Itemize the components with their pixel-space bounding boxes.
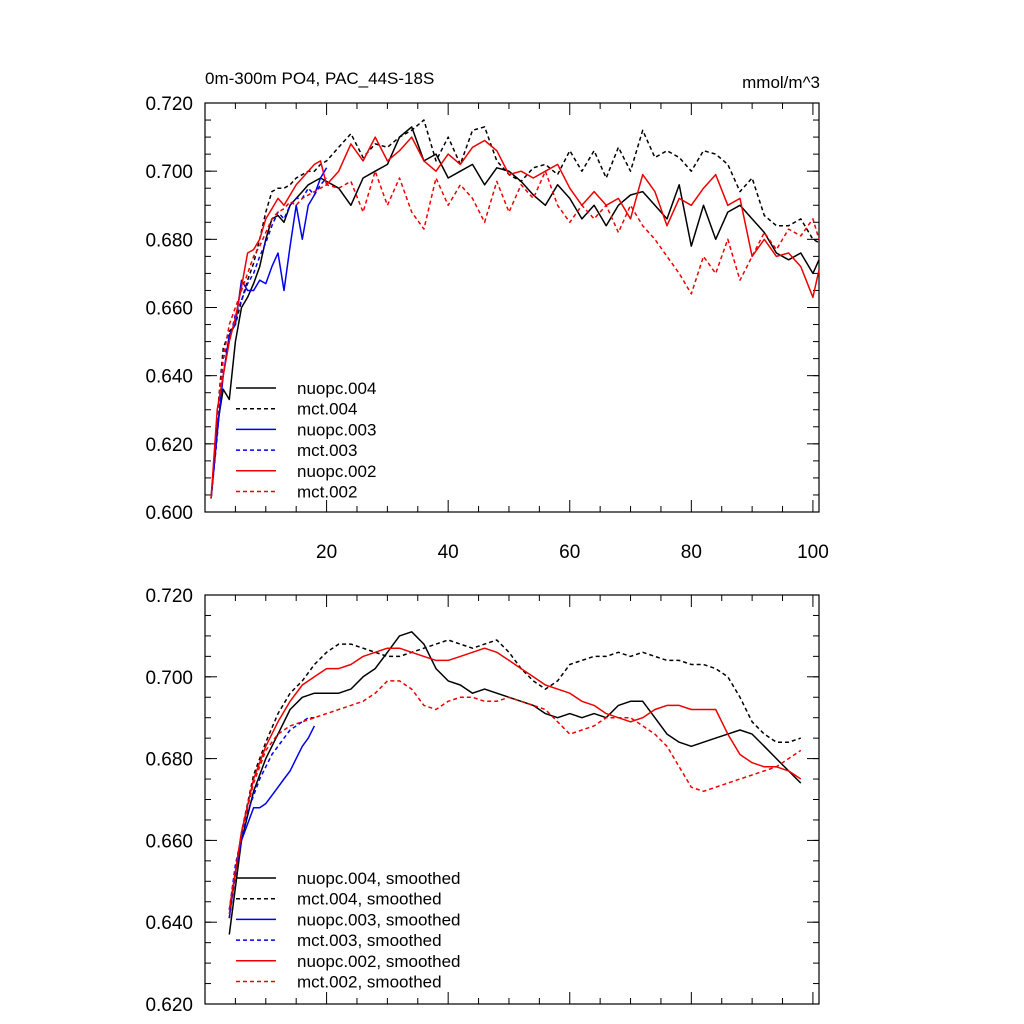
legend-label: nuopc.002 [297,462,376,481]
chart-title: 0m-300m PO4, PAC_44S-18S [205,69,434,88]
y-tick-label: 0.700 [145,668,193,689]
y-tick-label: 0.620 [145,995,193,1016]
legend-label: mct.002 [297,483,357,502]
x-tick-label: 80 [681,542,702,563]
x-tick-label: 20 [316,542,337,563]
x-tick-label: 40 [438,542,459,563]
x-tick-label: 100 [797,542,829,563]
y-tick-label: 0.700 [145,162,193,183]
y-tick-label: 0.620 [145,435,193,456]
legend-label: nuopc.004, smoothed [297,869,461,888]
series-line-nuopc-002-smoothed [228,647,802,911]
y-tick-label: 0.680 [145,750,193,771]
legend-label: nuopc.004 [297,379,376,398]
legend-label: nuopc.003, smoothed [297,910,461,929]
legend-label: mct.003 [297,441,357,460]
axis-ticks: 0.600 0.620 0.640 0.660 0.680 0.700 0.720 20 40 6… [145,94,828,563]
y-tick-label: 0.660 [145,831,193,852]
legend-label: mct.004 [297,400,357,419]
series-lines [210,119,820,499]
y-tick-label: 0.640 [145,367,193,388]
series-line-nuopc-003 [210,167,328,499]
top-panel: 0m-300m PO4, PAC_44S-18S mmol/m^3 0.6000… [145,69,828,563]
series-line-nuopc-002 [210,136,820,499]
bottom-panel: 0.620 0.640 0.660 0.680 0.700 0.720 nuopc.004… [145,586,820,1016]
series-line-mct-004-smoothed [228,639,802,919]
series-line-mct-002-smoothed [228,680,802,915]
series-line-mct-004 [210,119,820,499]
y-tick-label: 0.680 [145,230,193,251]
x-tick-label: 60 [559,542,580,563]
series-line-mct-002 [210,170,820,499]
units-label: mmol/m^3 [742,73,820,92]
legend-label: mct.002, smoothed [297,973,442,992]
legend-label: mct.003, smoothed [297,931,442,950]
legend-label: nuopc.002, smoothed [297,952,461,971]
series-lines [228,631,802,935]
y-tick-label: 0.720 [145,586,193,607]
y-tick-label: 0.660 [145,299,193,320]
legend-label: nuopc.003 [297,420,376,439]
y-tick-label: 0.600 [145,503,193,524]
y-tick-label: 0.720 [145,94,193,115]
series-line-nuopc-003-smoothed [228,725,316,919]
axis-ticks: 0.620 0.640 0.660 0.680 0.700 0.720 [145,586,819,1016]
y-tick-label: 0.640 [145,913,193,934]
legend-label: mct.004, smoothed [297,890,442,909]
